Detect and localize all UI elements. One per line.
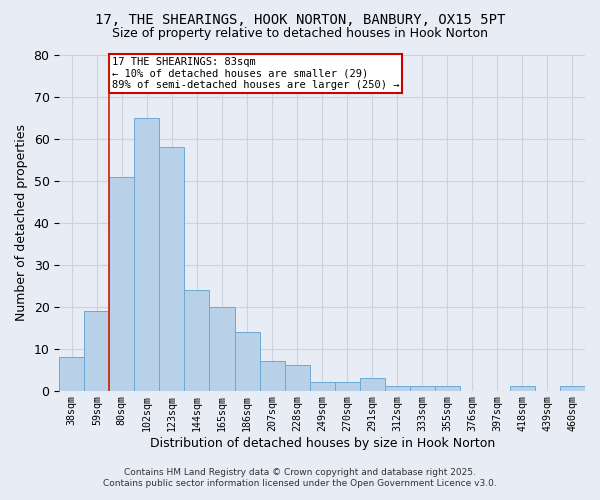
Bar [59,357,85,390]
Bar [510,386,535,390]
Bar [410,386,435,390]
Bar [209,306,235,390]
Text: Contains HM Land Registry data © Crown copyright and database right 2025.
Contai: Contains HM Land Registry data © Crown c… [103,468,497,487]
Text: 17 THE SHEARINGS: 83sqm
← 10% of detached houses are smaller (29)
89% of semi-de: 17 THE SHEARINGS: 83sqm ← 10% of detache… [112,57,400,90]
Bar [284,366,310,390]
Bar [235,332,260,390]
Bar [385,386,410,390]
Bar [160,148,184,390]
Text: 17, THE SHEARINGS, HOOK NORTON, BANBURY, OX15 5PT: 17, THE SHEARINGS, HOOK NORTON, BANBURY,… [95,12,505,26]
X-axis label: Distribution of detached houses by size in Hook Norton: Distribution of detached houses by size … [149,437,495,450]
Y-axis label: Number of detached properties: Number of detached properties [15,124,28,322]
Bar [310,382,335,390]
Bar [435,386,460,390]
Bar [134,118,160,390]
Bar [260,361,284,390]
Bar [109,176,134,390]
Bar [359,378,385,390]
Bar [85,311,109,390]
Bar [184,290,209,390]
Bar [335,382,359,390]
Text: Size of property relative to detached houses in Hook Norton: Size of property relative to detached ho… [112,28,488,40]
Bar [560,386,585,390]
